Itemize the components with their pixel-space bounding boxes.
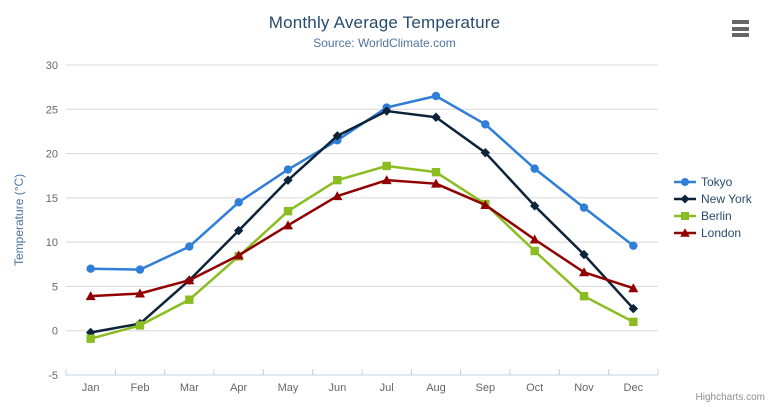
data-point[interactable] [135,265,145,274]
data-point[interactable] [381,175,392,185]
chart-subtitle: Source: WorldClimate.com [313,36,456,50]
x-axis-label: Oct [526,382,543,394]
data-point[interactable] [233,225,244,236]
legend: Tokyo New York Berlin London [674,174,752,241]
data-point[interactable] [481,120,490,129]
series-line-london [89,178,635,298]
data-point[interactable] [529,201,540,211]
data-point[interactable] [480,199,491,209]
x-axis-label: Jun [328,382,346,394]
y-axis-label: 25 [46,104,58,116]
legend-item-tokyo[interactable]: Tokyo [674,174,752,190]
legend-marker-shape [681,178,689,186]
data-point[interactable] [628,283,639,293]
data-point[interactable] [431,112,441,122]
data-point[interactable] [332,191,343,201]
series-line-berlin [89,164,635,340]
data-point[interactable] [382,161,391,171]
data-point[interactable] [480,147,491,158]
legend-item-berlin[interactable]: Berlin [674,208,752,224]
x-axis-label: Feb [131,382,150,394]
legend-marker-triangle-icon [674,228,696,237]
y-axis-label: 0 [52,326,58,338]
data-point[interactable] [234,198,243,207]
data-point[interactable] [233,250,244,260]
data-point[interactable] [86,334,95,343]
hamburger-icon [732,33,749,37]
legend-marker-circle-icon [674,178,696,186]
hamburger-icon [732,26,749,31]
data-point[interactable] [86,264,95,273]
x-axis-label: Dec [624,382,644,394]
data-point[interactable] [85,291,96,301]
data-point[interactable] [579,249,589,260]
x-axis-label: Sep [476,382,496,394]
data-point[interactable] [529,234,540,244]
data-point[interactable] [135,321,145,330]
data-point[interactable] [579,291,589,301]
hamburger-icon [732,20,749,24]
legend-marker-shape [680,228,690,237]
data-point[interactable] [283,165,293,174]
data-point[interactable] [283,175,293,185]
legend-marker-shape [680,194,690,204]
data-point[interactable] [629,241,638,250]
legend-label: Tokyo [701,175,733,189]
series-line-tokyo [89,94,635,271]
data-point[interactable] [185,242,194,251]
data-point[interactable] [332,131,343,141]
chart-title: Monthly Average Temperature [268,13,501,32]
data-point[interactable] [530,246,539,256]
x-axis-label: Apr [230,382,247,394]
data-point[interactable] [431,91,441,101]
legend-marker-diamond-icon [674,194,696,204]
y-axis-label: 30 [46,60,58,72]
legend-marker-shape [681,212,689,220]
y-axis-label: -5 [48,370,58,382]
x-axis-label: Jan [82,382,100,394]
data-point[interactable] [135,288,145,298]
legend-label: Berlin [701,209,732,223]
data-point[interactable] [629,317,638,327]
y-axis-label: 10 [46,237,58,249]
data-point[interactable] [185,295,194,304]
data-point[interactable] [628,303,639,314]
legend-label: New York [701,192,752,206]
y-axis-label: 20 [46,149,58,161]
data-point[interactable] [381,106,392,116]
data-point[interactable] [579,203,589,212]
export-menu-button[interactable] [732,20,749,37]
x-axis-label: May [278,382,299,394]
y-axis-label: 5 [52,281,58,293]
series-line-new-york [89,109,635,334]
x-axis-label: Nov [574,382,594,394]
legend-item-new-york[interactable]: New York [674,191,752,207]
data-point[interactable] [579,267,589,277]
legend-marker-square-icon [674,212,696,220]
data-point[interactable] [283,220,293,230]
data-point[interactable] [184,275,195,285]
y-axis-label: 15 [46,193,58,205]
data-point[interactable] [333,175,342,185]
legend-label: London [701,226,742,240]
data-point[interactable] [283,206,293,216]
credits-link[interactable]: Highcharts.com [695,392,765,403]
data-point[interactable] [431,167,441,177]
data-point[interactable] [530,164,539,173]
x-axis-label: Aug [426,382,446,394]
x-axis-label: Jul [380,382,394,394]
legend-item-london[interactable]: London [674,225,752,241]
data-point[interactable] [431,178,441,188]
x-axis-label: Mar [180,382,199,394]
